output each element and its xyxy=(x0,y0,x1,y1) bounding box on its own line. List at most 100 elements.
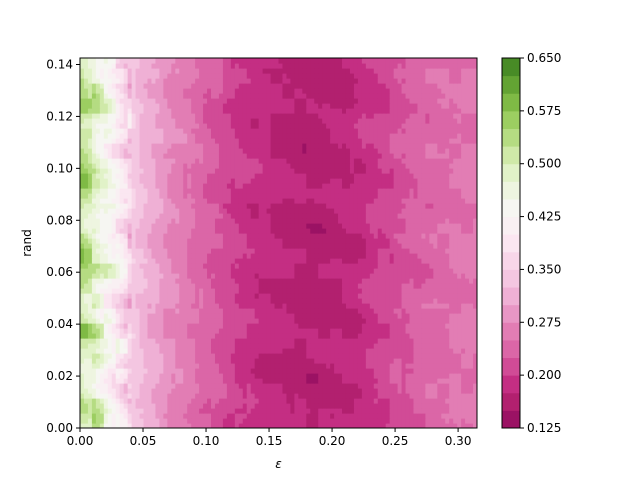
contour-cell xyxy=(473,418,477,424)
contour-cell xyxy=(318,223,323,229)
contour-cell xyxy=(87,288,93,294)
contour-cell xyxy=(385,398,391,404)
contour-cell xyxy=(373,353,379,359)
contour-cell xyxy=(385,223,391,229)
contour-cell xyxy=(349,278,355,284)
contour-cell xyxy=(306,383,311,389)
contour-cell xyxy=(222,193,228,199)
contour-cell xyxy=(326,418,331,424)
contour-cell xyxy=(87,283,93,289)
contour-cell xyxy=(211,293,216,299)
contour-cell xyxy=(203,278,208,284)
contour-cell xyxy=(330,328,335,334)
contour-cell xyxy=(357,258,363,264)
contour-cell xyxy=(254,243,260,249)
contour-cell xyxy=(369,183,375,189)
contour-cell xyxy=(377,298,383,304)
contour-cell xyxy=(338,298,343,304)
contour-cell xyxy=(469,233,474,239)
contour-cell xyxy=(349,323,355,329)
contour-cell xyxy=(211,358,216,364)
contour-cell xyxy=(187,303,192,309)
contour-cell xyxy=(449,188,454,194)
contour-cell xyxy=(461,313,466,319)
contour-cell xyxy=(457,373,462,379)
contour-cell xyxy=(147,303,153,309)
contour-cell xyxy=(330,318,335,324)
contour-cell xyxy=(417,298,423,304)
contour-cell xyxy=(393,333,399,339)
contour-cell xyxy=(147,413,153,419)
contour-cell xyxy=(258,393,264,399)
contour-cell xyxy=(115,408,121,414)
contour-cell xyxy=(127,203,133,209)
contour-cell xyxy=(433,233,438,239)
contour-cell xyxy=(445,298,450,304)
contour-cell xyxy=(270,188,276,194)
contour-cell xyxy=(258,208,264,214)
contour-cell xyxy=(326,243,331,249)
contour-cell xyxy=(218,258,224,264)
contour-cell xyxy=(318,213,323,219)
contour-cell xyxy=(175,353,180,359)
contour-cell xyxy=(425,268,430,274)
contour-cell xyxy=(179,413,184,419)
contour-cell xyxy=(163,193,168,199)
contour-cell xyxy=(365,423,371,428)
contour-cell xyxy=(127,273,133,279)
contour-cell xyxy=(218,218,224,224)
contour-cell xyxy=(405,233,411,239)
contour-cell xyxy=(417,313,423,319)
contour-cell xyxy=(218,323,224,329)
contour-cell xyxy=(203,243,208,249)
contour-cell xyxy=(211,383,216,389)
contour-cell xyxy=(314,393,319,399)
contour-cell xyxy=(266,223,272,229)
contour-cell xyxy=(258,388,264,394)
contour-cell xyxy=(457,323,462,329)
contour-cell xyxy=(433,238,438,244)
contour-cell xyxy=(230,358,236,364)
contour-cell xyxy=(429,373,434,379)
contour-cell xyxy=(302,308,307,314)
contour-cell xyxy=(207,223,212,229)
contour-cell xyxy=(80,293,85,299)
contour-cell xyxy=(302,218,307,224)
contour-cell xyxy=(353,258,359,264)
contour-cell xyxy=(80,373,85,379)
contour-cell xyxy=(242,268,248,274)
contour-cell xyxy=(127,183,133,189)
contour-cell xyxy=(310,413,315,419)
contour-cell xyxy=(405,288,411,294)
contour-cell xyxy=(409,333,415,339)
contour-cell xyxy=(214,393,220,399)
contour-cell xyxy=(302,293,307,299)
contour-cell xyxy=(310,298,315,304)
contour-cell xyxy=(417,343,423,349)
contour-cell xyxy=(473,353,477,359)
contour-cell xyxy=(322,228,327,234)
contour-cell xyxy=(449,213,454,219)
contour-cell xyxy=(389,293,395,299)
contour-cell xyxy=(353,418,359,424)
contour-cell xyxy=(314,383,319,389)
contour-cell xyxy=(211,368,216,374)
contour-cell xyxy=(437,268,442,274)
contour-cell xyxy=(334,328,339,334)
contour-cell xyxy=(417,338,423,344)
contour-cell xyxy=(163,373,168,379)
contour-cell xyxy=(83,183,89,189)
contour-cell xyxy=(222,263,228,269)
contour-cell xyxy=(290,293,295,299)
contour-cell xyxy=(143,223,149,229)
contour-cell xyxy=(298,218,303,224)
contour-cell xyxy=(425,318,430,324)
contour-cell xyxy=(107,178,113,184)
contour-cell xyxy=(80,298,85,304)
contour-cell xyxy=(274,183,280,189)
contour-cell xyxy=(461,203,466,209)
contour-cell xyxy=(397,363,403,369)
contour-cell xyxy=(87,313,93,319)
contour-cell xyxy=(465,393,470,399)
contour-cell xyxy=(429,368,434,374)
